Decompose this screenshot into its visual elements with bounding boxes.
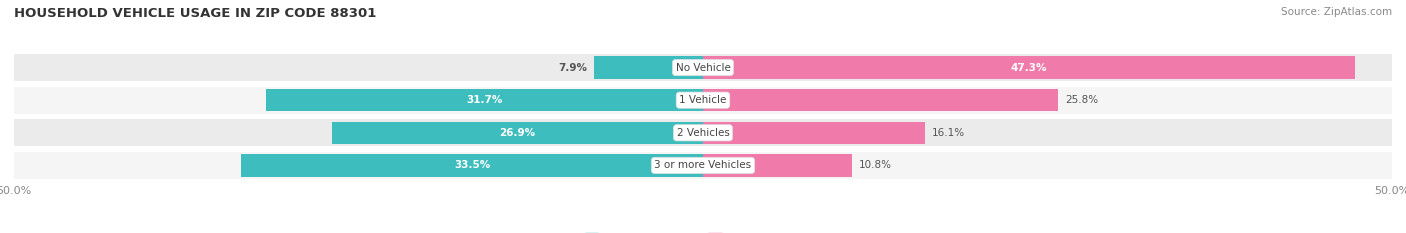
Bar: [703, 89, 1059, 111]
Legend: Owner-occupied, Renter-occupied: Owner-occupied, Renter-occupied: [581, 229, 825, 233]
Bar: [595, 56, 703, 79]
Text: 10.8%: 10.8%: [859, 161, 891, 170]
Text: 1 Vehicle: 1 Vehicle: [679, 95, 727, 105]
Text: 2 Vehicles: 2 Vehicles: [676, 128, 730, 138]
Bar: [14, 120, 1392, 146]
Text: HOUSEHOLD VEHICLE USAGE IN ZIP CODE 88301: HOUSEHOLD VEHICLE USAGE IN ZIP CODE 8830…: [14, 7, 377, 20]
Text: 16.1%: 16.1%: [932, 128, 965, 138]
Text: 33.5%: 33.5%: [454, 161, 491, 170]
Text: 3 or more Vehicles: 3 or more Vehicles: [654, 161, 752, 170]
Text: 47.3%: 47.3%: [1011, 63, 1047, 72]
Text: 31.7%: 31.7%: [467, 95, 503, 105]
Bar: [332, 122, 703, 144]
Text: 7.9%: 7.9%: [558, 63, 588, 72]
Text: Source: ZipAtlas.com: Source: ZipAtlas.com: [1281, 7, 1392, 17]
Bar: [703, 154, 852, 177]
Bar: [242, 154, 703, 177]
Bar: [703, 122, 925, 144]
Bar: [14, 54, 1392, 81]
Bar: [266, 89, 703, 111]
Text: 26.9%: 26.9%: [499, 128, 536, 138]
Text: 25.8%: 25.8%: [1066, 95, 1098, 105]
Text: No Vehicle: No Vehicle: [675, 63, 731, 72]
Bar: [14, 87, 1392, 113]
Bar: [14, 152, 1392, 179]
Bar: [703, 56, 1355, 79]
